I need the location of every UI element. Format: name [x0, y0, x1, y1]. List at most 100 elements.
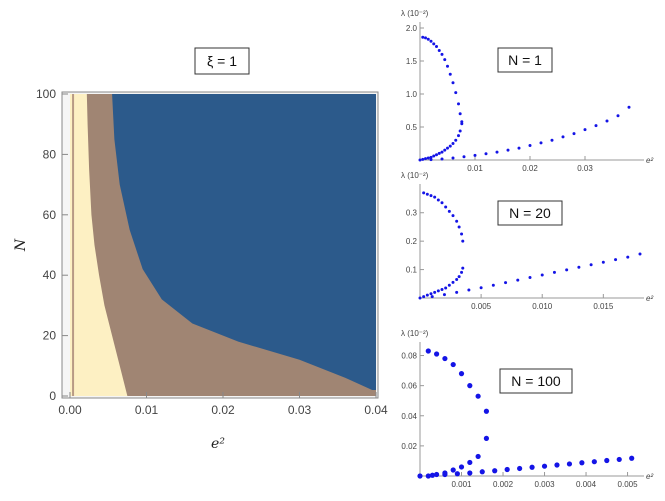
data-point: [539, 141, 543, 145]
data-point: [467, 459, 473, 466]
data-point: [435, 153, 438, 157]
title-box: [499, 368, 573, 394]
data-point: [605, 119, 609, 123]
data-point: [442, 293, 446, 297]
data-point: [448, 72, 452, 76]
data-point: [517, 146, 521, 150]
data-point: [455, 219, 459, 223]
data-point: [442, 471, 448, 478]
data-point: [479, 469, 485, 475]
y-tick-label: 0.5: [406, 123, 418, 132]
y-tick-label: 0.1: [406, 266, 418, 275]
data-point: [451, 81, 455, 85]
y-axis-label: λ (10⁻²): [401, 9, 429, 18]
data-point: [589, 263, 593, 267]
data-point: [604, 457, 610, 464]
y-tick-label: 0.08: [401, 352, 417, 361]
y-axis-label: λ (10⁻²): [401, 171, 429, 180]
data-point: [457, 102, 460, 106]
data-point: [458, 464, 465, 470]
data-point: [429, 39, 433, 43]
y-tick-label: 0.2: [406, 237, 418, 246]
data-point: [433, 195, 437, 199]
x-tick-label: 0.005: [471, 302, 492, 311]
data-point: [425, 192, 429, 196]
data-point: [483, 408, 490, 414]
data-point: [554, 462, 560, 468]
data-point: [443, 58, 447, 62]
data-point: [516, 278, 520, 282]
data-point: [444, 286, 448, 290]
data-point: [440, 150, 444, 154]
data-point: [426, 37, 430, 41]
data-point: [467, 288, 471, 292]
data-point: [440, 287, 444, 291]
data-point: [444, 205, 448, 209]
data-point: [425, 293, 429, 297]
data-point: [457, 134, 460, 138]
data-point: [424, 157, 427, 161]
data-point: [475, 453, 481, 460]
title-box: [497, 200, 563, 226]
data-point: [429, 194, 433, 198]
subplot-n1: λ (10⁻²) e² 0.5 1.0 1.5 2.0 0.01 0.02 0.03 N = 1: [401, 9, 653, 173]
data-point: [461, 266, 465, 270]
data-point: [454, 91, 458, 95]
data-point: [629, 455, 635, 461]
data-point: [583, 128, 587, 132]
data-point: [552, 270, 556, 274]
subplot-title: N = 20: [509, 205, 551, 221]
phase-regions: [70, 94, 376, 396]
y-tick-label: 0.02: [401, 442, 417, 451]
data-point: [422, 191, 426, 195]
data-point: [448, 144, 452, 148]
data-point: [614, 258, 618, 262]
data-point: [447, 283, 451, 287]
data-point: [440, 52, 444, 56]
data-point: [572, 132, 576, 136]
data-point: [440, 157, 444, 161]
data-point: [421, 157, 425, 161]
x-axis-label: e²: [646, 294, 653, 303]
data-point: [461, 239, 465, 243]
y-tick-label: 0.3: [406, 209, 418, 218]
data-point: [447, 209, 451, 213]
data-point: [561, 135, 565, 139]
data-point: [418, 296, 422, 300]
data-point: [479, 286, 483, 290]
y-tick-label: 60: [43, 208, 57, 222]
data-point: [458, 371, 465, 377]
subplot-n100: λ (10⁻²) e² 0.02 0.04 0.06 0.08 0.001 0.002 0.00…: [401, 329, 653, 489]
data-point: [440, 201, 444, 205]
y-tick-label: 0.06: [401, 382, 417, 391]
x-tick-label: 0.01: [135, 403, 159, 417]
y-axis-label: λ (10⁻²): [401, 329, 429, 338]
y-tick-label: 80: [43, 147, 57, 161]
data-point: [528, 276, 532, 280]
data-point: [426, 156, 430, 160]
x-tick-label: 0.002: [493, 480, 514, 489]
data-point: [446, 146, 449, 150]
data-point: [492, 468, 498, 474]
title-box: [497, 47, 553, 73]
data-point: [417, 473, 423, 479]
y-tick-label: 2.0: [406, 24, 418, 33]
data-point: [450, 361, 456, 368]
data-point: [491, 283, 495, 287]
data-point: [504, 466, 510, 473]
data-point: [432, 154, 436, 158]
x-tick-label: 0.01: [467, 164, 483, 173]
data-point: [577, 265, 581, 269]
data-point: [451, 156, 455, 160]
data-point: [616, 114, 620, 118]
axis-ticks: 0.00 0.01 0.02 0.03 0.04 0 20 40 60 80 100: [36, 87, 388, 417]
data-point: [442, 355, 448, 362]
x-tick-label: 0.005: [618, 480, 639, 489]
data-point: [541, 463, 548, 469]
data-point: [436, 198, 440, 202]
y-tick-label: 40: [43, 268, 57, 282]
data-point: [495, 150, 499, 154]
data-point: [529, 464, 535, 470]
y-tick-label: 1.0: [406, 90, 418, 99]
